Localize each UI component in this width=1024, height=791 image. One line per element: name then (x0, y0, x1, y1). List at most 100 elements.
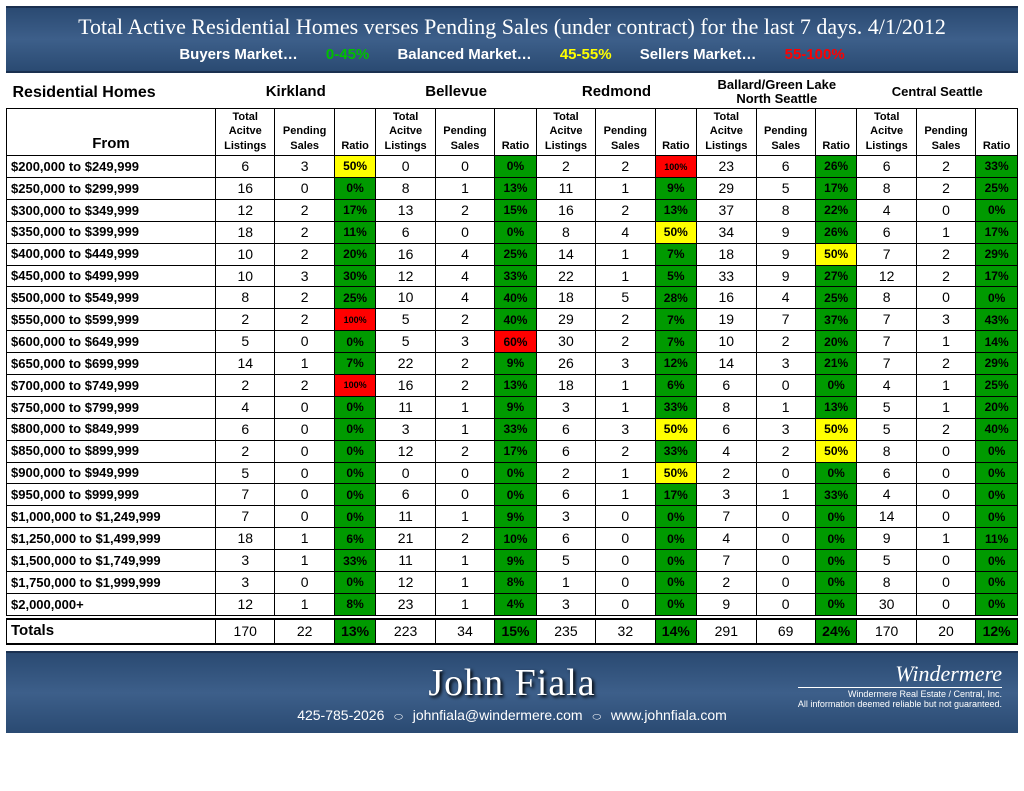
pending-value: 0 (275, 572, 334, 594)
ratio-value: 0% (815, 506, 857, 528)
pending-value: 1 (596, 375, 655, 397)
ratio-value: 0% (334, 506, 376, 528)
ratio-value: 33% (815, 484, 857, 506)
table-row: $500,000 to $549,9998225%10440%18528%164… (7, 287, 1018, 309)
table-row: $800,000 to $849,999600%3133%6350%6350%5… (7, 418, 1018, 440)
table-row: $900,000 to $949,999500%000%2150%200%600… (7, 462, 1018, 484)
ratio-value: 14% (976, 331, 1018, 353)
active-value: 14 (216, 353, 275, 375)
active-value: 7 (216, 484, 275, 506)
active-value: 7 (697, 506, 756, 528)
pending-value: 0 (435, 462, 494, 484)
price-range: $200,000 to $249,999 (7, 156, 216, 178)
active-value: 8 (857, 287, 916, 309)
table-row: $1,750,000 to $1,999,999300%1218%100%200… (7, 572, 1018, 594)
ratio-value: 21% (815, 353, 857, 375)
pending-value: 0 (596, 550, 655, 572)
pending-value: 0 (756, 550, 815, 572)
footer-banner: John Fiala 425-785-2026 ⬭ johnfiala@wind… (6, 651, 1018, 733)
pending-value: 0 (596, 528, 655, 550)
legend-sellers-range: 55-100% (785, 46, 845, 63)
active-value: 18 (216, 528, 275, 550)
col-ratio: Ratio (976, 108, 1018, 156)
active-value: 3 (376, 418, 435, 440)
pending-value: 0 (435, 484, 494, 506)
ratio-value: 33% (655, 440, 697, 462)
pending-value: 0 (596, 593, 655, 615)
price-range: $2,000,000+ (7, 593, 216, 615)
col-active: TotalAcitveListings (216, 108, 275, 156)
ratio-value: 26% (815, 156, 857, 178)
pending-value: 2 (275, 243, 334, 265)
active-value: 6 (536, 418, 595, 440)
ratio-value: 0% (976, 572, 1018, 594)
ratio-value: 15% (495, 199, 537, 221)
table-row: $200,000 to $249,9996350%000%22100%23626… (7, 156, 1018, 178)
active-value: 4 (857, 484, 916, 506)
pending-value: 0 (596, 506, 655, 528)
total-active: 291 (697, 619, 756, 643)
ratio-value: 0% (976, 462, 1018, 484)
total-active: 170 (857, 619, 916, 643)
active-value: 6 (376, 484, 435, 506)
active-value: 30 (536, 331, 595, 353)
pending-value: 2 (435, 528, 494, 550)
ratio-value: 17% (815, 178, 857, 200)
pending-value: 2 (916, 178, 975, 200)
totals-row: Totals1702213%2233415%2353214%2916924%17… (7, 619, 1018, 643)
legend-balanced-label: Balanced Market… (397, 46, 531, 63)
pending-value: 2 (275, 309, 334, 331)
active-value: 8 (216, 287, 275, 309)
market-table: Residential HomesKirklandBellevueRedmond… (6, 77, 1018, 645)
ratio-value: 10% (495, 528, 537, 550)
ratio-value: 0% (976, 287, 1018, 309)
active-value: 8 (536, 221, 595, 243)
pending-value: 0 (275, 440, 334, 462)
ratio-value: 20% (976, 396, 1018, 418)
active-value: 18 (216, 221, 275, 243)
ratio-value: 33% (655, 396, 697, 418)
active-value: 1 (536, 572, 595, 594)
totals-label: Totals (7, 619, 216, 643)
pending-value: 2 (916, 156, 975, 178)
footer-email: johnfiala@windermere.com (413, 707, 583, 723)
price-range: $650,000 to $699,999 (7, 353, 216, 375)
ratio-value: 0% (655, 572, 697, 594)
active-value: 3 (697, 484, 756, 506)
active-value: 6 (376, 221, 435, 243)
active-value: 12 (857, 265, 916, 287)
pending-value: 1 (916, 331, 975, 353)
ratio-value: 20% (334, 243, 376, 265)
active-value: 11 (536, 178, 595, 200)
pending-value: 1 (756, 484, 815, 506)
pending-value: 0 (916, 506, 975, 528)
price-range: $300,000 to $349,999 (7, 199, 216, 221)
active-value: 12 (376, 265, 435, 287)
col-ratio: Ratio (655, 108, 697, 156)
separator-icon: ⬭ (394, 712, 403, 723)
ratio-value: 100% (655, 156, 697, 178)
pending-value: 7 (756, 309, 815, 331)
ratio-value: 0% (815, 462, 857, 484)
pending-value: 0 (916, 440, 975, 462)
pending-value: 1 (275, 528, 334, 550)
active-value: 4 (697, 440, 756, 462)
ratio-value: 0% (495, 156, 537, 178)
pending-value: 0 (275, 462, 334, 484)
pending-value: 0 (916, 462, 975, 484)
price-range: $400,000 to $449,999 (7, 243, 216, 265)
pending-value: 0 (435, 221, 494, 243)
active-value: 34 (697, 221, 756, 243)
ratio-value: 0% (334, 178, 376, 200)
pending-value: 2 (435, 440, 494, 462)
pending-value: 3 (275, 156, 334, 178)
pending-value: 1 (435, 418, 494, 440)
region-header: Redmond (536, 77, 696, 108)
ratio-value: 28% (655, 287, 697, 309)
pending-value: 1 (435, 593, 494, 615)
pending-value: 0 (756, 528, 815, 550)
active-value: 16 (697, 287, 756, 309)
pending-value: 3 (756, 418, 815, 440)
active-value: 6 (536, 484, 595, 506)
active-value: 6 (536, 528, 595, 550)
